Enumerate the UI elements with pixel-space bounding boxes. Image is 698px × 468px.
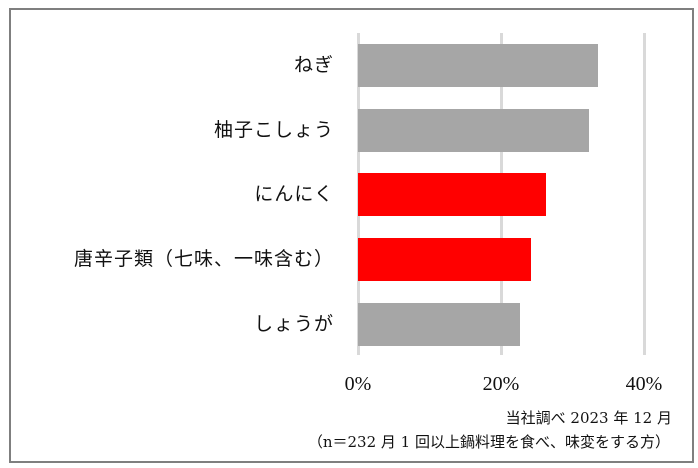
bar-yuzu-kosho bbox=[358, 109, 589, 152]
sample-note: （n＝232 月 1 回以上鍋料理を食べ、味変をする方） bbox=[307, 433, 670, 451]
x-tick-label: 0% bbox=[344, 373, 372, 395]
category-label: しょうが bbox=[253, 313, 334, 335]
gridline-40 bbox=[642, 33, 646, 355]
category-label: 柚子こしょう bbox=[213, 119, 334, 141]
x-tick-label: 40% bbox=[625, 373, 663, 395]
category-label: ねぎ bbox=[293, 54, 334, 76]
category-label: にんにく bbox=[254, 183, 334, 205]
source-note: 当社調べ 2023 年 12 月 bbox=[505, 409, 672, 427]
bar-togarashi bbox=[358, 238, 531, 281]
chart-frame bbox=[9, 8, 694, 463]
bar-ninniku bbox=[358, 173, 546, 216]
category-label: 唐辛子類（七味、一味含む） bbox=[73, 248, 334, 270]
bar-shoga bbox=[358, 303, 520, 346]
bar-negi bbox=[358, 44, 598, 87]
x-tick-label: 20% bbox=[482, 373, 520, 395]
